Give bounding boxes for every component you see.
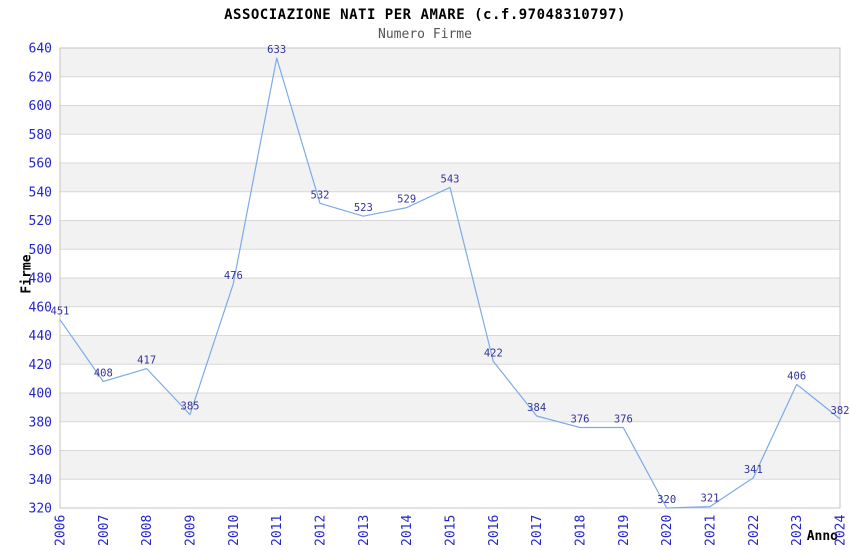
data-point-label: 376 <box>614 414 633 426</box>
plot-band <box>60 450 840 480</box>
plot-band <box>60 48 840 77</box>
x-tick-label: 2015 <box>444 515 459 546</box>
y-tick-label: 420 <box>29 358 52 373</box>
x-tick-label: 2016 <box>487 515 502 546</box>
y-tick-label: 380 <box>29 415 52 430</box>
plot-band <box>60 335 840 365</box>
x-axis-title: Anno <box>806 529 838 544</box>
x-tick-label: 2018 <box>574 515 589 546</box>
data-point-label: 321 <box>701 493 720 505</box>
chart-subtitle: Numero Firme <box>378 27 472 42</box>
plot-band <box>60 220 840 250</box>
x-tick-label: 2017 <box>530 515 545 546</box>
y-tick-label: 400 <box>29 387 52 402</box>
data-point-label: 476 <box>224 270 243 282</box>
y-tick-label: 640 <box>29 42 52 57</box>
y-tick-label: 520 <box>29 214 52 229</box>
y-tick-label: 320 <box>29 502 52 517</box>
data-point-label: 529 <box>397 194 416 206</box>
data-point-label: 385 <box>181 401 200 413</box>
plot-band <box>60 393 840 422</box>
y-tick-label: 600 <box>29 99 52 114</box>
y-tick-label: 580 <box>29 128 52 143</box>
x-tick-label: 2008 <box>140 515 155 546</box>
x-tick-label: 2013 <box>357 515 372 546</box>
chart-title: ASSOCIAZIONE NATI PER AMARE (c.f.9704831… <box>224 7 626 23</box>
y-tick-label: 540 <box>29 185 52 200</box>
y-tick-label: 560 <box>29 157 52 172</box>
plot-band <box>60 105 840 135</box>
data-point-label: 417 <box>137 355 156 367</box>
data-point-label: 451 <box>51 306 70 318</box>
plot-border <box>59 47 841 509</box>
data-point-label: 320 <box>657 494 676 506</box>
data-point-label: 376 <box>571 414 590 426</box>
plot-band <box>60 278 840 307</box>
y-tick-label: 620 <box>29 70 52 85</box>
data-point-label: 422 <box>484 347 503 359</box>
x-tick-label: 2014 <box>400 515 415 546</box>
x-tick-label: 2023 <box>790 515 805 546</box>
x-tick-label: 2022 <box>747 515 762 546</box>
x-tick-label: 2009 <box>184 515 199 546</box>
data-point-label: 408 <box>94 368 113 380</box>
x-tick-label: 2012 <box>314 515 329 546</box>
y-tick-label: 480 <box>29 272 52 287</box>
y-tick-label: 340 <box>29 473 52 488</box>
data-point-label: 633 <box>267 44 286 56</box>
data-point-label: 341 <box>744 464 763 476</box>
data-point-label: 384 <box>527 402 546 414</box>
data-line <box>59 57 841 509</box>
x-tick-label: 2011 <box>270 515 285 546</box>
data-point-label: 523 <box>354 202 373 214</box>
x-tick-label: 2024 <box>834 515 849 546</box>
data-point-label: 532 <box>311 189 330 201</box>
data-point-label: 382 <box>831 405 850 417</box>
x-tick-label: 2020 <box>660 515 675 546</box>
y-tick-label: 500 <box>29 243 52 258</box>
x-tick-label: 2007 <box>97 515 112 546</box>
data-point-label: 543 <box>441 173 460 185</box>
data-point-label: 406 <box>787 370 806 382</box>
x-tick-label: 2021 <box>704 515 719 546</box>
x-tick-label: 2019 <box>617 515 632 546</box>
x-tick-label: 2006 <box>54 515 69 546</box>
x-tick-label: 2010 <box>227 515 242 546</box>
y-tick-label: 360 <box>29 444 52 459</box>
y-tick-label: 440 <box>29 329 52 344</box>
y-tick-label: 460 <box>29 300 52 315</box>
